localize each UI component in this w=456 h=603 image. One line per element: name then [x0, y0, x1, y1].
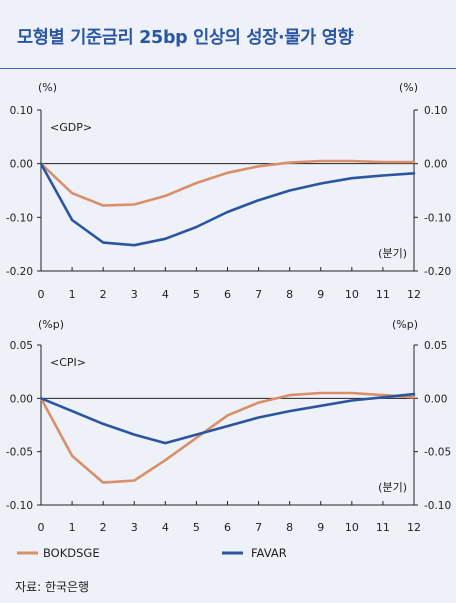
- cpi-x-unit-label: (분기): [378, 481, 407, 494]
- cpi-xtick-label: 1: [69, 521, 76, 534]
- gdp-xtick-label: 7: [255, 288, 262, 301]
- cpi-ytick-label-left: 0.00: [10, 393, 33, 405]
- legend-label-favar: FAVAR: [251, 546, 287, 560]
- cpi-ytick-label-left: -0.10: [6, 500, 33, 512]
- cpi-ytick-label-right: -0.10: [424, 500, 451, 512]
- gdp-series-favar: [39, 162, 416, 247]
- cpi-xtick-label: 4: [162, 521, 169, 534]
- cpi-xtick-label: 10: [345, 521, 359, 534]
- gdp-xtick-label: 11: [376, 288, 390, 301]
- gdp-ytick-label-left: -0.20: [6, 266, 33, 278]
- legend-label-bokdsge: BOKDSGE: [43, 546, 100, 560]
- gdp-ytick-label-left: 0.00: [10, 159, 33, 171]
- gdp-ytick-label-left: -0.10: [6, 212, 33, 224]
- gdp-unit-right: (%): [399, 81, 418, 94]
- cpi-ytick-label-right: 0.00: [424, 393, 447, 405]
- cpi-xtick-label: 11: [376, 521, 390, 534]
- gdp-ytick-label-right: 0.10: [424, 105, 447, 117]
- cpi-series-favar: [39, 392, 416, 445]
- gdp-xtick-label: 10: [345, 288, 359, 301]
- gdp-xtick-label: 5: [193, 288, 200, 301]
- gdp-xtick-label: 1: [69, 288, 76, 301]
- title-bar: 모형별 기준금리 25bp 인상의 성장·물가 영향: [0, 0, 456, 69]
- gdp-xtick-label: 12: [407, 288, 421, 301]
- cpi-ytick-label-left: -0.05: [6, 447, 33, 459]
- gdp-series-bokdsge: [39, 159, 416, 207]
- gdp-xtick-label: 0: [38, 288, 45, 301]
- cpi-xtick-label: 6: [224, 521, 231, 534]
- cpi-xtick-label: 0: [38, 521, 45, 534]
- gdp-ytick-label-right: -0.20: [424, 266, 451, 278]
- gdp-x-unit-label: (분기): [378, 247, 407, 260]
- chart-area: 0.10 0.10 0.00 0.00 -0.10 -0.10 -0.20 -0.20 (%) (…: [6, 81, 451, 560]
- cpi-ytick-label-right: -0.05: [424, 447, 451, 459]
- gdp-ytick-label-right: -0.10: [424, 212, 451, 224]
- cpi-xtick-label: 5: [193, 521, 200, 534]
- gdp-panel-label: <GDP>: [50, 121, 92, 134]
- cpi-unit-left: (%p): [38, 318, 64, 331]
- cpi-series-bokdsge: [39, 391, 416, 484]
- gdp-xtick-label: 6: [224, 288, 231, 301]
- gdp-ytick-label-right: 0.00: [424, 159, 447, 171]
- gdp-xtick-label: 2: [100, 288, 107, 301]
- gdp-xtick-label: 3: [131, 288, 138, 301]
- cpi-ytick-label-right: 0.05: [424, 340, 447, 352]
- cpi-unit-right: (%p): [392, 318, 418, 331]
- page-title: 모형별 기준금리 25bp 인상의 성장·물가 영향: [17, 28, 354, 48]
- cpi-xtick-label: 3: [131, 521, 138, 534]
- gdp-unit-left: (%): [38, 81, 57, 94]
- source-note: 자료: 한국은행: [15, 580, 90, 594]
- cpi-xtick-label: 8: [286, 521, 293, 534]
- gdp-xtick-label: 8: [286, 288, 293, 301]
- gdp-xtick-label: 9: [317, 288, 324, 301]
- cpi-xtick-label: 7: [255, 521, 262, 534]
- cpi-xtick-label: 2: [100, 521, 107, 534]
- cpi-panel-label: <CPI>: [50, 356, 86, 369]
- gdp-ytick-label-left: 0.10: [10, 105, 33, 117]
- cpi-xtick-label: 9: [317, 521, 324, 534]
- cpi-ytick-label-left: 0.05: [10, 340, 33, 352]
- gdp-xtick-label: 4: [162, 288, 169, 301]
- cpi-xtick-label: 12: [407, 521, 421, 534]
